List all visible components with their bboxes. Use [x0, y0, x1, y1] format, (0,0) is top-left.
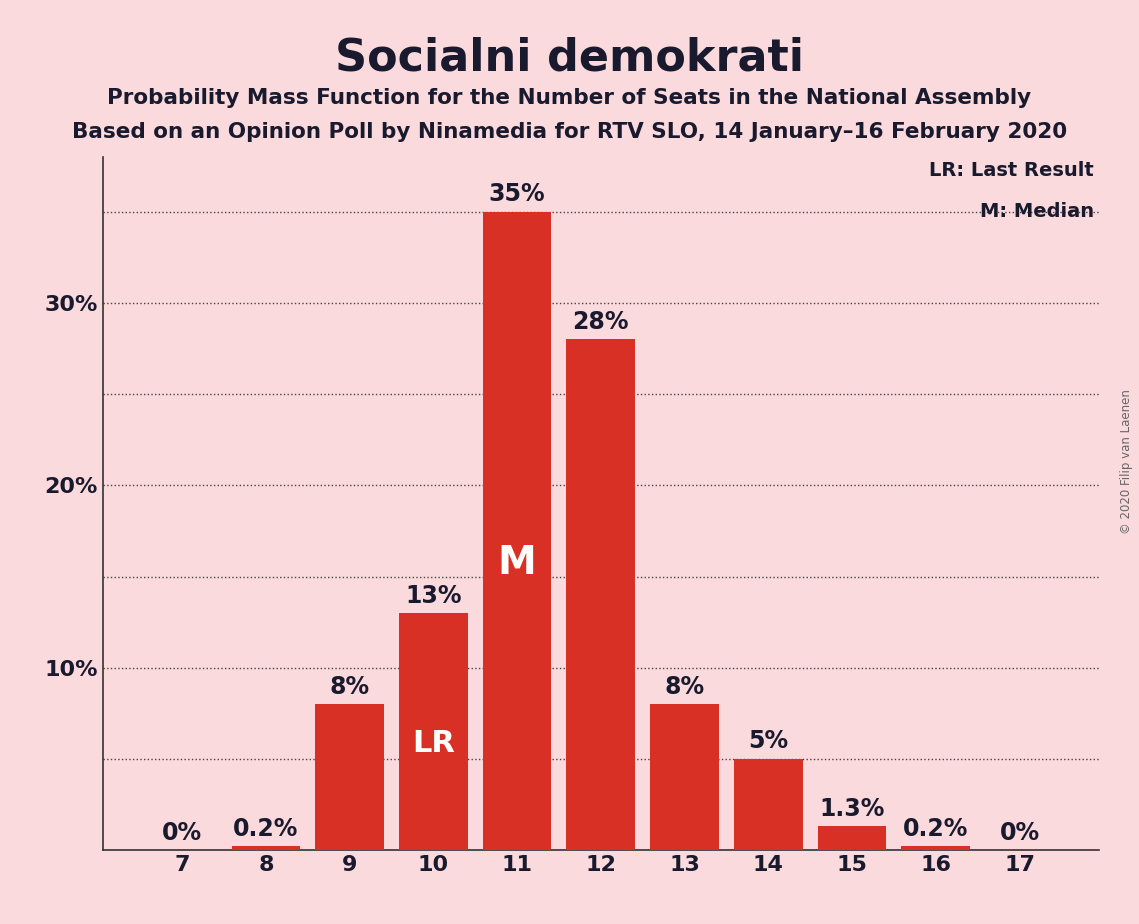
Text: 28%: 28%: [573, 310, 629, 334]
Text: M: Median: M: Median: [980, 202, 1095, 221]
Bar: [316, 704, 384, 850]
Text: 0%: 0%: [999, 821, 1040, 845]
Text: © 2020 Filip van Laenen: © 2020 Filip van Laenen: [1121, 390, 1133, 534]
Text: 0%: 0%: [162, 821, 203, 845]
Text: Based on an Opinion Poll by Ninamedia for RTV SLO, 14 January–16 February 2020: Based on an Opinion Poll by Ninamedia fo…: [72, 122, 1067, 142]
Text: 8%: 8%: [664, 675, 705, 699]
Text: LR: LR: [412, 729, 454, 758]
Text: LR: Last Result: LR: Last Result: [929, 161, 1095, 179]
Text: 1.3%: 1.3%: [819, 796, 885, 821]
Text: 5%: 5%: [748, 729, 788, 753]
Bar: [650, 704, 719, 850]
Text: 0.2%: 0.2%: [233, 817, 298, 841]
Bar: [231, 846, 301, 850]
Text: 35%: 35%: [489, 182, 546, 206]
Bar: [818, 826, 886, 850]
Text: M: M: [498, 544, 536, 582]
Bar: [566, 339, 636, 850]
Text: Probability Mass Function for the Number of Seats in the National Assembly: Probability Mass Function for the Number…: [107, 88, 1032, 108]
Text: Socialni demokrati: Socialni demokrati: [335, 37, 804, 80]
Bar: [483, 212, 551, 850]
Bar: [399, 613, 468, 850]
Text: 8%: 8%: [329, 675, 370, 699]
Text: 0.2%: 0.2%: [903, 817, 968, 841]
Bar: [734, 759, 803, 850]
Bar: [901, 846, 970, 850]
Text: 13%: 13%: [405, 584, 461, 608]
